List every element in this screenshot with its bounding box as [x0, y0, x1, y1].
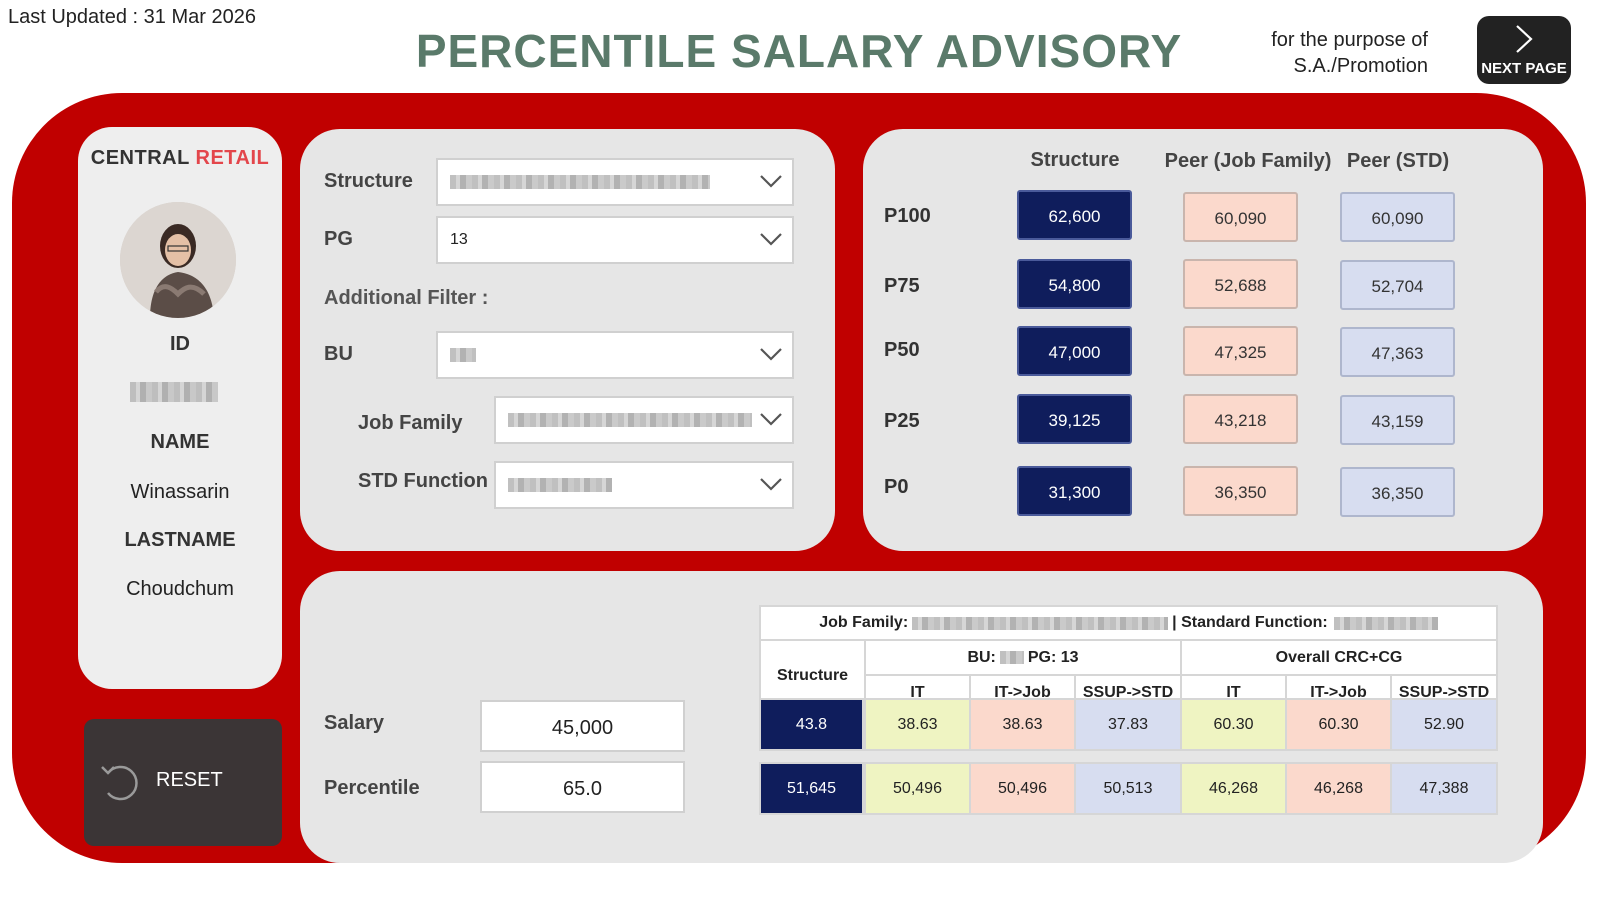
p75-peer-std-cell: 52,704: [1340, 260, 1455, 310]
job-family-caption-label: Job Family:: [819, 614, 909, 631]
structure-dropdown[interactable]: [436, 158, 794, 206]
chevron-down-icon: [760, 175, 782, 188]
row-label-p25: P25: [884, 410, 920, 432]
p25-structure-cell: 39,125: [1017, 394, 1132, 444]
row2-structure-cell: 51,645: [759, 762, 864, 815]
job-family-value-redacted: [508, 413, 752, 427]
next-page-label: NEXT PAGE: [1481, 60, 1567, 77]
row-label-p75: P75: [884, 275, 920, 297]
p25-peer-std-cell: 43,159: [1340, 395, 1455, 445]
structure-value-redacted: [450, 175, 710, 189]
row1-bu-it-job-cell: 38.63: [969, 698, 1076, 751]
row1-overall-ssup-std-cell: 52.90: [1390, 698, 1498, 751]
percentile-panel: Structure Peer (Job Family) Peer (STD) P…: [863, 129, 1543, 551]
row1-structure-cell: 43.8: [759, 698, 864, 751]
pg-value: 13: [450, 231, 468, 248]
p50-peer-job-cell: 47,325: [1183, 326, 1298, 376]
row2-bu-it-cell: 50,496: [864, 762, 971, 815]
job-family-dropdown[interactable]: [494, 396, 794, 444]
lastname-label: LASTNAME: [124, 529, 236, 551]
percentile-output: 65.0: [480, 761, 685, 813]
pg-header-text: PG: 13: [1027, 648, 1079, 666]
job-family-caption-redacted: [912, 616, 1169, 630]
profile-card: CENTRAL RETAIL ID NAME Winassarin LASTNA…: [78, 127, 282, 689]
overall-group-header: Overall CRC+CG: [1180, 639, 1498, 676]
row-label-p50: P50: [884, 339, 920, 361]
structure-label: Structure: [324, 170, 413, 192]
row2-bu-ssup-std-cell: 50,513: [1074, 762, 1182, 815]
salary-label: Salary: [324, 712, 385, 734]
undo-icon: [101, 765, 138, 801]
p100-structure-cell: 62,600: [1017, 190, 1132, 240]
row1-overall-it-cell: 60.30: [1180, 698, 1287, 751]
bu-header-redacted: [999, 651, 1024, 664]
row1-overall-it-job-cell: 60.30: [1285, 698, 1392, 751]
pg-dropdown[interactable]: 13: [436, 216, 794, 264]
p100-peer-std-cell: 60,090: [1340, 192, 1455, 242]
brand-text-central: CENTRAL: [90, 147, 196, 169]
row2-overall-it-cell: 46,268: [1180, 762, 1287, 815]
purpose-line-2: S.A./Promotion: [1293, 55, 1428, 77]
job-family-label: Job Family: [358, 412, 463, 434]
chevron-down-icon: [760, 233, 782, 246]
chevron-down-icon: [760, 413, 782, 426]
next-page-button[interactable]: NEXT PAGE: [1477, 16, 1571, 84]
brand-logo: CENTRAL RETAIL: [78, 147, 282, 170]
bu-label: BU: [324, 343, 353, 365]
p0-structure-cell: 31,300: [1017, 466, 1132, 516]
p25-peer-job-cell: 43,218: [1183, 394, 1298, 444]
lastname-value: Choudchum: [126, 578, 234, 600]
bu-header-label: BU:: [967, 648, 996, 666]
reset-label: RESET: [156, 769, 223, 791]
row2-bu-it-job-cell: 50,496: [969, 762, 1076, 815]
row-label-p0: P0: [884, 476, 909, 498]
salary-input[interactable]: 45,000: [480, 700, 685, 752]
purpose-line-1: for the purpose of: [1271, 29, 1428, 51]
p75-peer-job-cell: 52,688: [1183, 259, 1298, 309]
std-function-caption-redacted: [1333, 616, 1438, 630]
page-title: PERCENTILE SALARY ADVISORY: [415, 25, 1183, 77]
bu-pg-group-header: BU: PG: 13: [864, 639, 1182, 676]
p75-structure-cell: 54,800: [1017, 259, 1132, 309]
avatar: [120, 202, 236, 318]
p100-peer-job-cell: 60,090: [1183, 192, 1298, 242]
row1-bu-ssup-std-cell: 37.83: [1074, 698, 1182, 751]
std-function-caption-label: | Standard Function:: [1172, 614, 1328, 631]
bu-dropdown[interactable]: [436, 331, 794, 379]
bu-value-redacted: [450, 348, 476, 362]
reset-button[interactable]: RESET: [84, 719, 282, 846]
filters-panel: Structure PG 13 Additional Filter : BU J…: [300, 129, 835, 551]
header-peer-job-family: Peer (Job Family): [1164, 150, 1332, 172]
header-structure: Structure: [1030, 149, 1120, 171]
brand-text-retail: RETAIL: [195, 147, 270, 169]
std-function-label: STD Function: [358, 470, 488, 492]
chevron-down-icon: [760, 478, 782, 491]
row-label-p100: P100: [884, 205, 931, 227]
row2-overall-it-job-cell: 46,268: [1285, 762, 1392, 815]
comparison-table: Job Family: | Standard Function: Structu…: [759, 605, 1498, 833]
p0-peer-job-cell: 36,350: [1183, 466, 1298, 516]
name-value: Winassarin: [130, 481, 230, 503]
p50-structure-cell: 47,000: [1017, 326, 1132, 376]
name-label: NAME: [150, 431, 210, 453]
std-function-dropdown[interactable]: [494, 461, 794, 509]
purpose-note: for the purpose of S.A./Promotion: [1271, 27, 1428, 79]
additional-filter-label: Additional Filter :: [324, 287, 489, 309]
p50-peer-std-cell: 47,363: [1340, 327, 1455, 377]
percentile-label: Percentile: [324, 777, 420, 799]
table-caption: Job Family: | Standard Function:: [759, 605, 1498, 641]
row1-bu-it-cell: 38.63: [864, 698, 971, 751]
header-peer-std: Peer (STD): [1346, 150, 1450, 172]
id-label: ID: [170, 333, 190, 355]
p0-peer-std-cell: 36,350: [1340, 467, 1455, 517]
profile-photo: [120, 202, 236, 318]
row2-overall-ssup-std-cell: 47,388: [1390, 762, 1498, 815]
chevron-right-icon: [1516, 25, 1533, 53]
last-updated-text: Last Updated : 31 Mar 2026: [8, 6, 256, 28]
id-value-redacted: [130, 382, 218, 402]
chevron-down-icon: [760, 348, 782, 361]
pg-label: PG: [324, 228, 353, 250]
std-function-value-redacted: [508, 478, 612, 492]
